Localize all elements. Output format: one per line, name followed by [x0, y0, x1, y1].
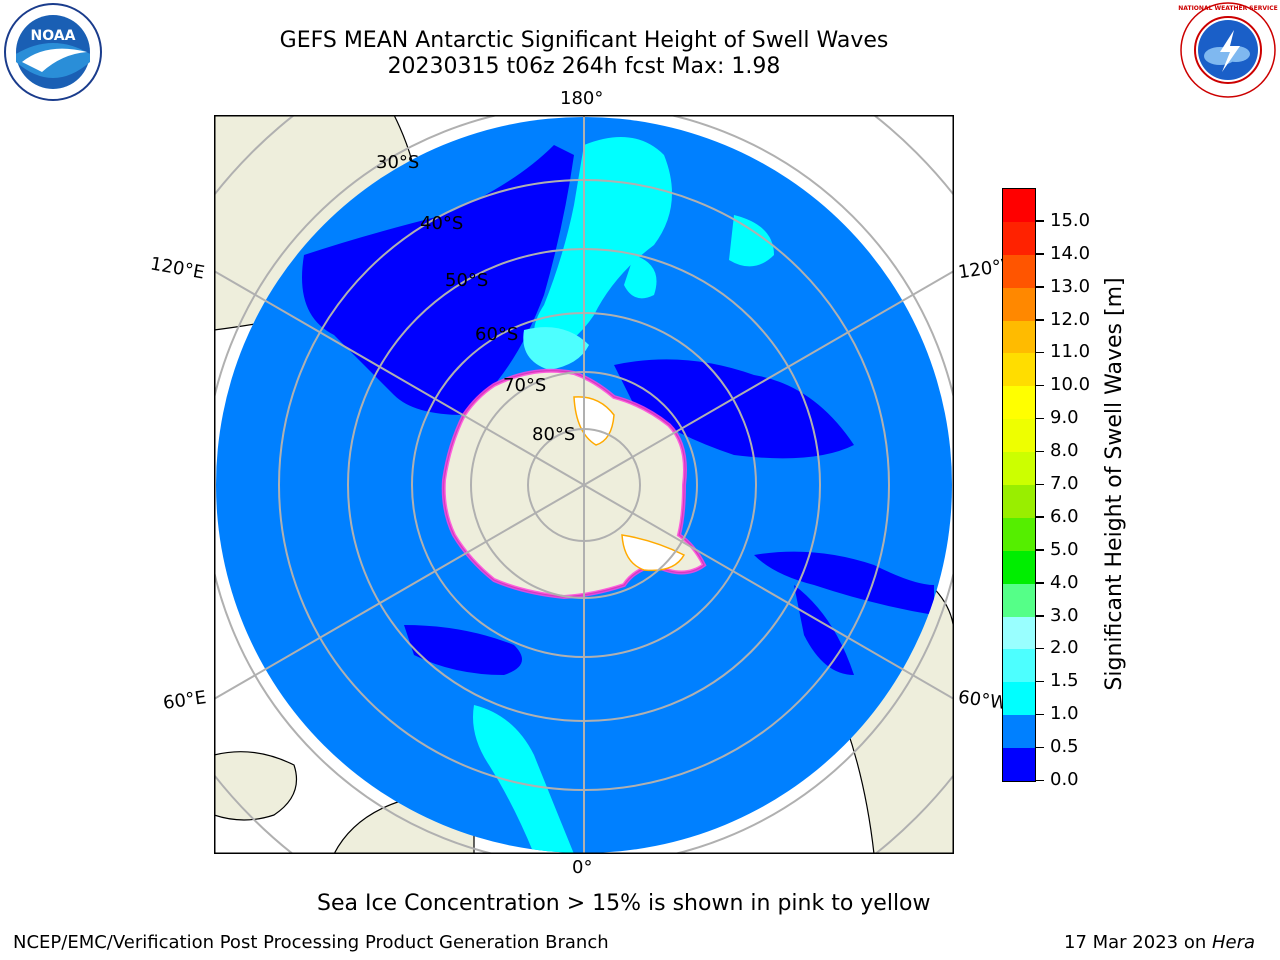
- colorbar-tick-label: 10.0: [1050, 374, 1091, 396]
- colorbar-tick-mark: [1036, 615, 1044, 617]
- low-swell-areas: [302, 145, 934, 675]
- colorbar-segment: [1003, 189, 1035, 222]
- chart-title-line2: 20230315 t06z 264h fcst Max: 1.98: [387, 54, 781, 79]
- colorbar-tick-mark: [1036, 779, 1044, 781]
- lon-label-180: 180°: [560, 88, 604, 109]
- colorbar-tick-label: 4.0: [1050, 571, 1079, 593]
- colorbar-tick-mark: [1036, 384, 1044, 387]
- lat-label: 40°S: [420, 213, 464, 234]
- polar-map: [214, 115, 954, 854]
- footer-right: 17 Mar 2023 on Hera: [1064, 932, 1255, 953]
- colorbar-segment: [1003, 583, 1035, 617]
- colorbar-segment: [1003, 485, 1035, 518]
- colorbar-tick-label: 13.0: [1050, 275, 1091, 297]
- colorbar-tick-label: 0.0: [1050, 769, 1079, 790]
- colorbar-tick-label: 9.0: [1050, 407, 1079, 429]
- colorbar-tick-label: 14.0: [1050, 242, 1091, 264]
- lon-label-120e: 120°E: [148, 253, 207, 284]
- colorbar-tick-label: 1.0: [1050, 703, 1079, 725]
- colorbar-tick-mark: [1036, 220, 1044, 222]
- colorbar-segment: [1003, 649, 1035, 683]
- colorbar-segment: [1003, 221, 1035, 255]
- colorbar-segment: [1003, 616, 1035, 650]
- colorbar-segment: [1003, 517, 1035, 551]
- colorbar-tick-label: 15.0: [1050, 209, 1091, 231]
- noaa-logo-text: NOAA: [31, 28, 76, 44]
- colorbar-segment: [1003, 254, 1035, 288]
- colorbar-tick-mark: [1036, 483, 1044, 485]
- longitude-gridlines: [214, 115, 954, 854]
- sea-ice-note: Sea Ice Concentration > 15% is shown in …: [317, 891, 931, 916]
- colorbar: [1002, 188, 1036, 782]
- footer-left: NCEP/EMC/Verification Post Processing Pr…: [13, 932, 609, 953]
- lat-label: 30°S: [376, 152, 420, 173]
- colorbar-tick-label: 8.0: [1050, 440, 1079, 462]
- colorbar-tick-mark: [1036, 319, 1044, 321]
- colorbar-tick-mark: [1036, 450, 1044, 453]
- lat-label: 80°S: [532, 424, 576, 445]
- lon-label-0: 0°: [572, 857, 593, 878]
- colorbar-segment: [1003, 353, 1035, 387]
- colorbar-tick-mark: [1036, 417, 1044, 420]
- colorbar-tick-mark: [1036, 713, 1044, 716]
- colorbar-tick-label: 0.5: [1050, 736, 1079, 758]
- nws-logo-icon: NATIONAL WEATHER SERVICE: [1178, 2, 1278, 98]
- colorbar-tick-label: 6.0: [1050, 505, 1079, 527]
- colorbar-segment: [1003, 386, 1035, 420]
- colorbar-tick-label: 3.0: [1050, 604, 1079, 626]
- colorbar-tick-mark: [1036, 746, 1044, 749]
- colorbar-tick-mark: [1036, 516, 1044, 518]
- lon-label-60e: 60°E: [161, 687, 208, 714]
- colorbar-tick-mark: [1036, 286, 1044, 288]
- colorbar-segment: [1003, 287, 1035, 321]
- colorbar-segment: [1003, 715, 1035, 749]
- footer-date: 17 Mar 2023 on: [1064, 932, 1207, 953]
- colorbar-tick-mark: [1036, 253, 1044, 255]
- colorbar-tick-label: 7.0: [1050, 473, 1079, 494]
- colorbar-tick-label: 12.0: [1050, 308, 1091, 330]
- colorbar-tick-label: 2.0: [1050, 637, 1079, 659]
- moderate-swell-areas: [473, 137, 774, 853]
- lat-label: 50°S: [445, 270, 489, 291]
- colorbar-tick-label: 1.5: [1050, 670, 1079, 692]
- colorbar-tick-label: 11.0: [1050, 341, 1091, 363]
- colorbar-segment: [1003, 550, 1035, 584]
- colorbar-tick-mark: [1036, 647, 1044, 650]
- colorbar-tick-mark: [1036, 549, 1044, 551]
- footer-host: Hera: [1212, 932, 1256, 953]
- colorbar-tick-mark: [1036, 351, 1044, 354]
- colorbar-segment: [1003, 419, 1035, 453]
- colorbar-segment: [1003, 748, 1035, 781]
- colorbar-segment: [1003, 682, 1035, 716]
- colorbar-label: Significant Height of Swell Waves [m]: [1102, 277, 1127, 691]
- colorbar-ticks: 0.0 0.5 1.0 1.5 2.0 3.0 4.0 5.0 6.0 7.0 8.0 9.0 10.0…: [1034, 0, 1114, 960]
- colorbar-tick-mark: [1036, 582, 1044, 584]
- colorbar-tick-label: 5.0: [1050, 538, 1079, 560]
- lat-label: 60°S: [475, 324, 519, 345]
- colorbar-segment: [1003, 452, 1035, 485]
- chart-title-line1: GEFS MEAN Antarctic Significant Height o…: [279, 28, 889, 53]
- colorbar-tick-mark: [1036, 680, 1044, 683]
- colorbar-segment: [1003, 320, 1035, 354]
- lat-label: 70°S: [503, 375, 547, 396]
- noaa-logo-icon: NOAA: [4, 3, 102, 101]
- nws-logo-text: NATIONAL WEATHER SERVICE: [1178, 5, 1277, 12]
